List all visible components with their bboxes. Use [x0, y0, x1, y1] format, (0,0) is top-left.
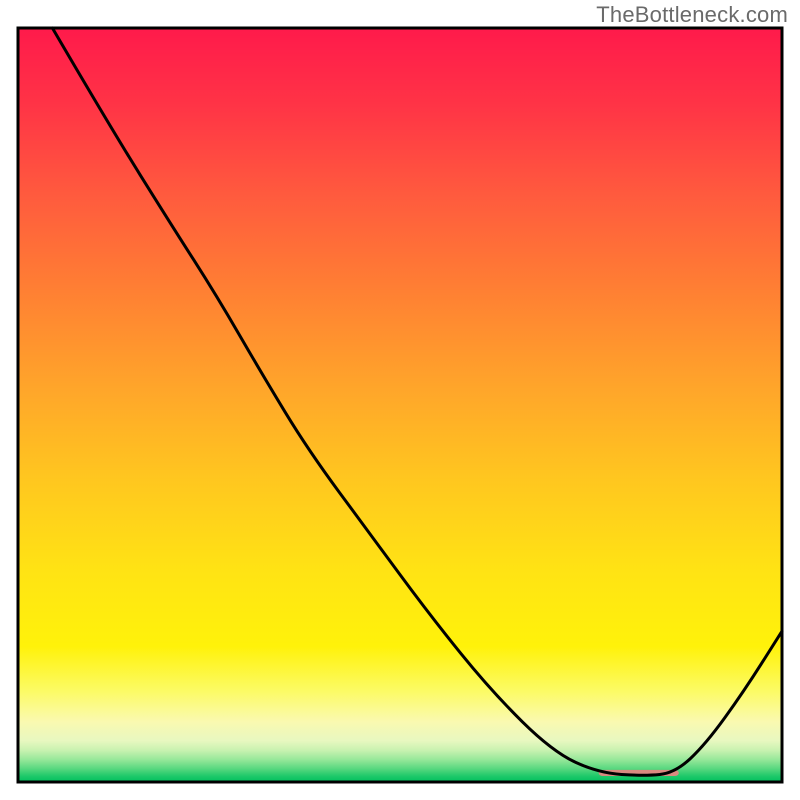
bottleneck-curve: [52, 28, 782, 775]
curve-layer: [0, 0, 800, 800]
chart-container: TheBottleneck.com: [0, 0, 800, 800]
watermark-text: TheBottleneck.com: [596, 2, 788, 28]
